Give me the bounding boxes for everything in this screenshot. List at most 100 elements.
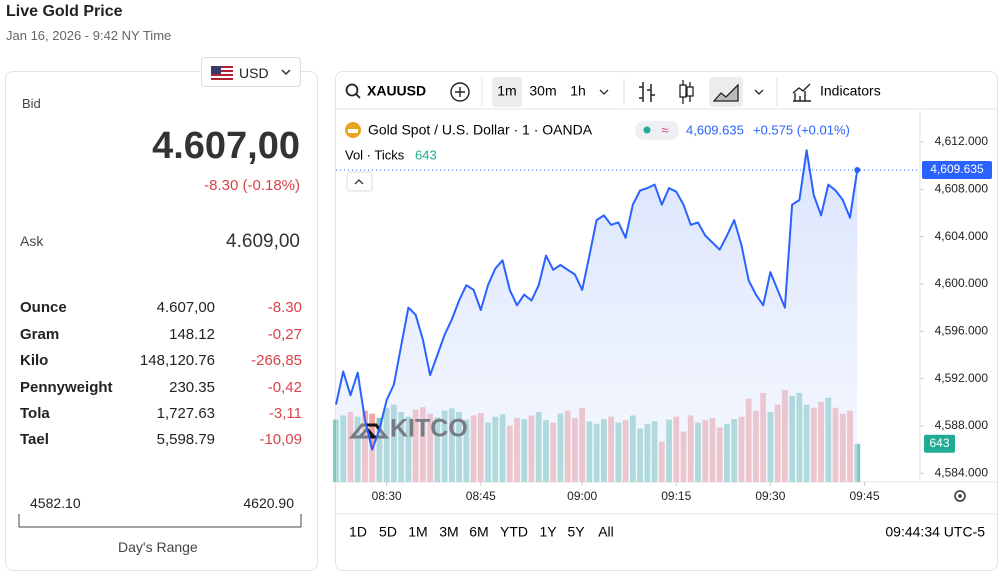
- y-tick-label: 4,604.000: [935, 229, 989, 243]
- x-tick-label: 08:30: [372, 489, 402, 503]
- interval[interactable]: 1m: [497, 83, 516, 99]
- x-tick-label: 09:45: [850, 489, 880, 503]
- page: Live Gold Price html, body { margin: 0; …: [5, 3, 998, 571]
- currency-icons: [211, 66, 291, 80]
- range-button[interactable]: 5Y: [567, 524, 585, 540]
- page-subtitle: Jan 16, 2026 - 9:42 NY Time: [6, 28, 172, 43]
- interval-selected[interactable]: [492, 77, 522, 107]
- unit-name: Tael: [20, 431, 49, 448]
- chevron[interactable]: [754, 89, 764, 95]
- flag-stripe: [211, 68, 233, 70]
- volume-box: [924, 434, 955, 453]
- range-label: Day's Range: [118, 539, 198, 555]
- status-icon: ≈: [661, 122, 668, 137]
- chevron[interactable]: [599, 89, 609, 95]
- bid-change: -8.30 (-0.18%): [204, 177, 300, 194]
- unit-change: -0,27: [267, 326, 302, 343]
- currency-label: USD: [239, 65, 269, 81]
- volume-label: 643: [929, 436, 949, 450]
- chart-title: Gold Spot / U.S. Dollar · 1 · OANDA: [368, 122, 593, 138]
- range-button[interactable]: 1Y: [539, 524, 557, 540]
- volume-legend-value: 643: [415, 147, 437, 162]
- last-price-legend: 4,609.635: [686, 122, 744, 137]
- area-icon: [712, 83, 739, 102]
- symbol-icon-bar: [348, 129, 358, 133]
- unit-name: Pennyweight: [20, 379, 113, 396]
- interval[interactable]: 30m: [529, 83, 556, 99]
- unit-price: 230.35: [169, 379, 215, 396]
- clock: 09:44:34 UTC-5: [885, 524, 985, 540]
- unit-name: Tola: [20, 405, 50, 422]
- y-tick-label: 4,584.000: [935, 465, 989, 479]
- range-button[interactable]: 1D: [349, 524, 367, 540]
- chart: XAUUSD 1m 30m 1h Indicators Gold Spot / …: [333, 77, 997, 540]
- collapse-icon: [354, 179, 364, 185]
- range-low: 4582.10: [30, 495, 81, 511]
- flag-stripe: [211, 76, 233, 78]
- last-point: [854, 166, 861, 173]
- unit-name: Gram: [20, 326, 60, 343]
- range-button[interactable]: 3M: [439, 524, 458, 540]
- indicators-icon[interactable]: [792, 83, 811, 102]
- page-title: Live Gold Price: [6, 3, 123, 20]
- y-tick-label: 4,596.000: [935, 323, 989, 337]
- volume-legend: Vol · Ticks: [345, 147, 405, 162]
- y-tick-label: 4,608.000: [935, 182, 989, 196]
- x-tick-label: 09:00: [567, 489, 597, 503]
- bid-price: 4.607,00: [152, 125, 300, 167]
- last-price-box: [922, 160, 992, 179]
- ask-price: 4.609,00: [226, 231, 300, 252]
- indicators[interactable]: Indicators: [820, 83, 881, 99]
- x-tick-label: 09:30: [755, 489, 785, 503]
- unit-price: 4.607,00: [156, 299, 215, 316]
- add-symbol[interactable]: [450, 82, 470, 102]
- chevron: [281, 69, 291, 76]
- currency-select[interactable]: USD: [201, 57, 301, 87]
- unit-price: 148.12: [169, 326, 215, 343]
- status-dot: [643, 126, 651, 134]
- page-body: Live Gold Price Jan 16, 2026 - 9:42 NY T…: [5, 3, 998, 571]
- range-button[interactable]: 5D: [379, 524, 397, 540]
- bars-icon[interactable]: [639, 82, 655, 102]
- range-button[interactable]: YTD: [500, 524, 528, 540]
- add-symbol-icon: [455, 87, 465, 97]
- range-button[interactable]: 1M: [408, 524, 427, 540]
- search-icon: [355, 93, 361, 99]
- search-icon[interactable]: [345, 83, 359, 97]
- unit-change: -3,11: [268, 405, 302, 422]
- interval[interactable]: 1h: [570, 83, 586, 99]
- collapse-button[interactable]: [346, 171, 373, 192]
- flag-stripe: [211, 72, 233, 74]
- market-status: [635, 121, 679, 140]
- price-area: [336, 150, 858, 483]
- unit-change: -8.30: [267, 299, 302, 316]
- settings-icon: [958, 494, 962, 498]
- unit-change: -10,09: [259, 431, 302, 448]
- range-button[interactable]: All: [598, 524, 614, 540]
- y-tick-label: 4,600.000: [935, 276, 989, 290]
- y-tick-label: 4,612.000: [935, 134, 989, 148]
- range-button[interactable]: 6M: [469, 524, 488, 540]
- x-tick-label: 09:15: [661, 489, 691, 503]
- y-tick-label: 4,592.000: [935, 371, 989, 385]
- unit-change: -266,85: [251, 352, 302, 369]
- unit-price: 1,727.63: [156, 405, 215, 422]
- range-high: 4620.90: [243, 495, 294, 511]
- unit-name: Kilo: [20, 352, 49, 369]
- y-tick-label: 4,588.000: [935, 418, 989, 432]
- candles-icon: [686, 86, 694, 97]
- flag-canton: [211, 66, 221, 74]
- range-bar: [18, 514, 302, 528]
- settings-icon[interactable]: [954, 490, 966, 502]
- unit-price: 5,598.79: [156, 431, 215, 448]
- unit-name: Ounce: [20, 299, 67, 316]
- unit-price: 148,120.76: [139, 352, 215, 369]
- candles-icon: [679, 84, 687, 98]
- x-tick-label: 08:45: [466, 489, 496, 503]
- unit-change: -0,42: [267, 379, 302, 396]
- change-legend: +0.575 (+0.01%): [753, 122, 850, 137]
- price-line: [335, 149, 859, 451]
- symbol[interactable]: XAUUSD: [367, 83, 426, 99]
- bid-label: Bid: [22, 96, 41, 111]
- ask-label: Ask: [20, 233, 44, 249]
